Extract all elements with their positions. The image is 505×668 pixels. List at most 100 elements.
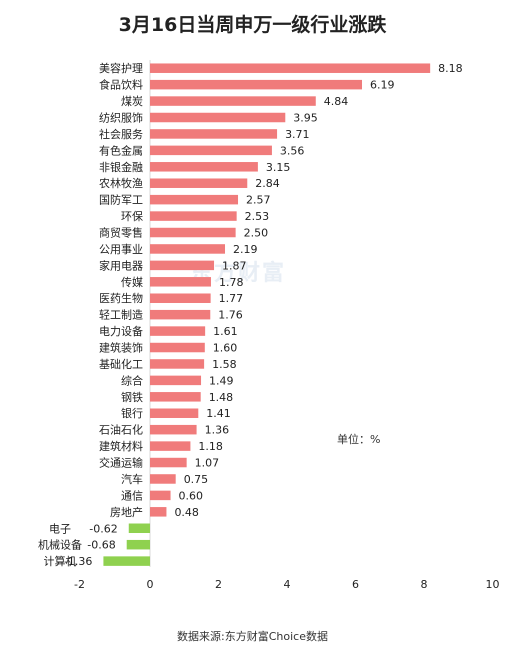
data-label: 1.58: [212, 358, 237, 371]
data-label: 1.87: [222, 259, 247, 272]
category-label: 建筑装饰: [99, 341, 143, 355]
bar: [150, 277, 211, 287]
bar: [128, 523, 150, 534]
data-label: 1.49: [209, 374, 234, 387]
bar: [150, 441, 191, 451]
data-label: -0.62: [89, 522, 117, 535]
unit-label: 单位：%: [337, 433, 381, 446]
bar: [150, 408, 199, 418]
x-tick-label: 4: [284, 578, 291, 591]
x-tick-label: 6: [352, 578, 359, 591]
data-label: 1.07: [195, 457, 220, 470]
bar: [150, 507, 167, 517]
bar: [150, 424, 197, 435]
category-label: 国防军工: [99, 193, 143, 207]
data-label: 2.57: [246, 194, 271, 207]
bar: [150, 457, 187, 468]
category-label: 公用事业: [99, 243, 143, 256]
bar: [150, 244, 226, 254]
data-label: 3.95: [293, 112, 318, 125]
data-label: 3.56: [280, 144, 305, 157]
data-label: 0.48: [174, 506, 199, 519]
bar: [150, 178, 248, 188]
data-label: 2.53: [245, 210, 270, 223]
category-label: 银行: [121, 406, 143, 420]
category-label: 煤炭: [121, 95, 143, 108]
category-label: 钢铁: [121, 391, 143, 404]
x-tick-label: 8: [421, 578, 428, 591]
data-label: 2.50: [244, 227, 269, 240]
data-label: 4.84: [324, 95, 349, 108]
bar: [150, 375, 202, 386]
category-label: 非银金融: [99, 160, 143, 174]
data-label: 0.60: [179, 489, 204, 502]
bar: [150, 326, 206, 336]
category-label: 机械设备: [38, 538, 82, 552]
category-label: 计算机: [44, 554, 77, 568]
bar: [150, 392, 201, 402]
bar: [150, 129, 278, 139]
category-label: 房地产: [110, 505, 143, 519]
category-label: 电子: [49, 522, 71, 535]
bar: [150, 342, 205, 353]
category-label: 食品饮料: [99, 78, 143, 92]
data-label: 1.36: [205, 424, 230, 437]
data-label: 1.78: [219, 276, 244, 289]
x-tick-label: 10: [486, 578, 500, 591]
bar: [150, 293, 211, 303]
category-label: 美容护理: [99, 61, 143, 75]
bar: [150, 260, 215, 271]
category-label: 汽车: [121, 472, 143, 486]
category-label: 电力设备: [99, 324, 143, 338]
bar: [150, 96, 316, 106]
category-label: 综合: [121, 373, 143, 387]
data-label: -0.68: [87, 539, 115, 552]
bar: [150, 79, 363, 90]
data-label: 1.41: [206, 407, 231, 420]
data-label: 1.61: [213, 325, 238, 338]
category-label: 通信: [121, 489, 143, 502]
bar: [150, 490, 171, 501]
data-label: 1.18: [198, 440, 223, 453]
category-label: 家用电器: [99, 258, 143, 272]
data-label: 1.77: [219, 292, 244, 305]
category-label: 纺织服饰: [99, 111, 143, 125]
category-label: 环保: [121, 209, 143, 223]
data-label: 8.18: [438, 62, 463, 75]
bar: [150, 194, 239, 205]
chart-title: 3月16日当周申万一级行业涨跌: [118, 14, 387, 36]
category-label: 传媒: [121, 276, 143, 289]
data-label: 3.71: [285, 128, 310, 141]
bar: [150, 112, 286, 123]
bar: [150, 309, 211, 320]
data-label: 1.76: [218, 309, 243, 322]
data-label: 1.48: [209, 391, 234, 404]
category-label: 有色金属: [99, 143, 143, 157]
x-tick-label: 0: [147, 578, 154, 591]
data-label: 3.15: [266, 161, 291, 174]
category-label: 基础化工: [99, 357, 143, 371]
category-label: 建筑材料: [99, 439, 143, 453]
category-label: 医药生物: [99, 291, 143, 305]
bar: [150, 63, 431, 73]
data-label: 6.19: [370, 79, 395, 92]
data-label: 1.60: [213, 342, 238, 355]
data-label: 2.84: [255, 177, 280, 190]
bar: [103, 556, 150, 566]
data-label: 0.75: [184, 473, 209, 486]
category-label: 农林牧渔: [99, 176, 143, 190]
bar: [150, 474, 176, 484]
category-label: 石油石化: [99, 423, 143, 437]
bar: [150, 162, 258, 172]
category-label: 商贸零售: [99, 226, 143, 240]
x-tick-label: 2: [215, 578, 222, 591]
bar: [150, 211, 237, 221]
category-label: 轻工制造: [99, 308, 143, 322]
source-note: 数据来源:东方财富Choice数据: [177, 630, 328, 643]
data-label: 2.19: [233, 243, 258, 256]
x-tick-label: -2: [74, 578, 85, 591]
category-label: 社会服务: [99, 127, 143, 141]
bar: [126, 539, 150, 550]
bar: [150, 227, 236, 238]
